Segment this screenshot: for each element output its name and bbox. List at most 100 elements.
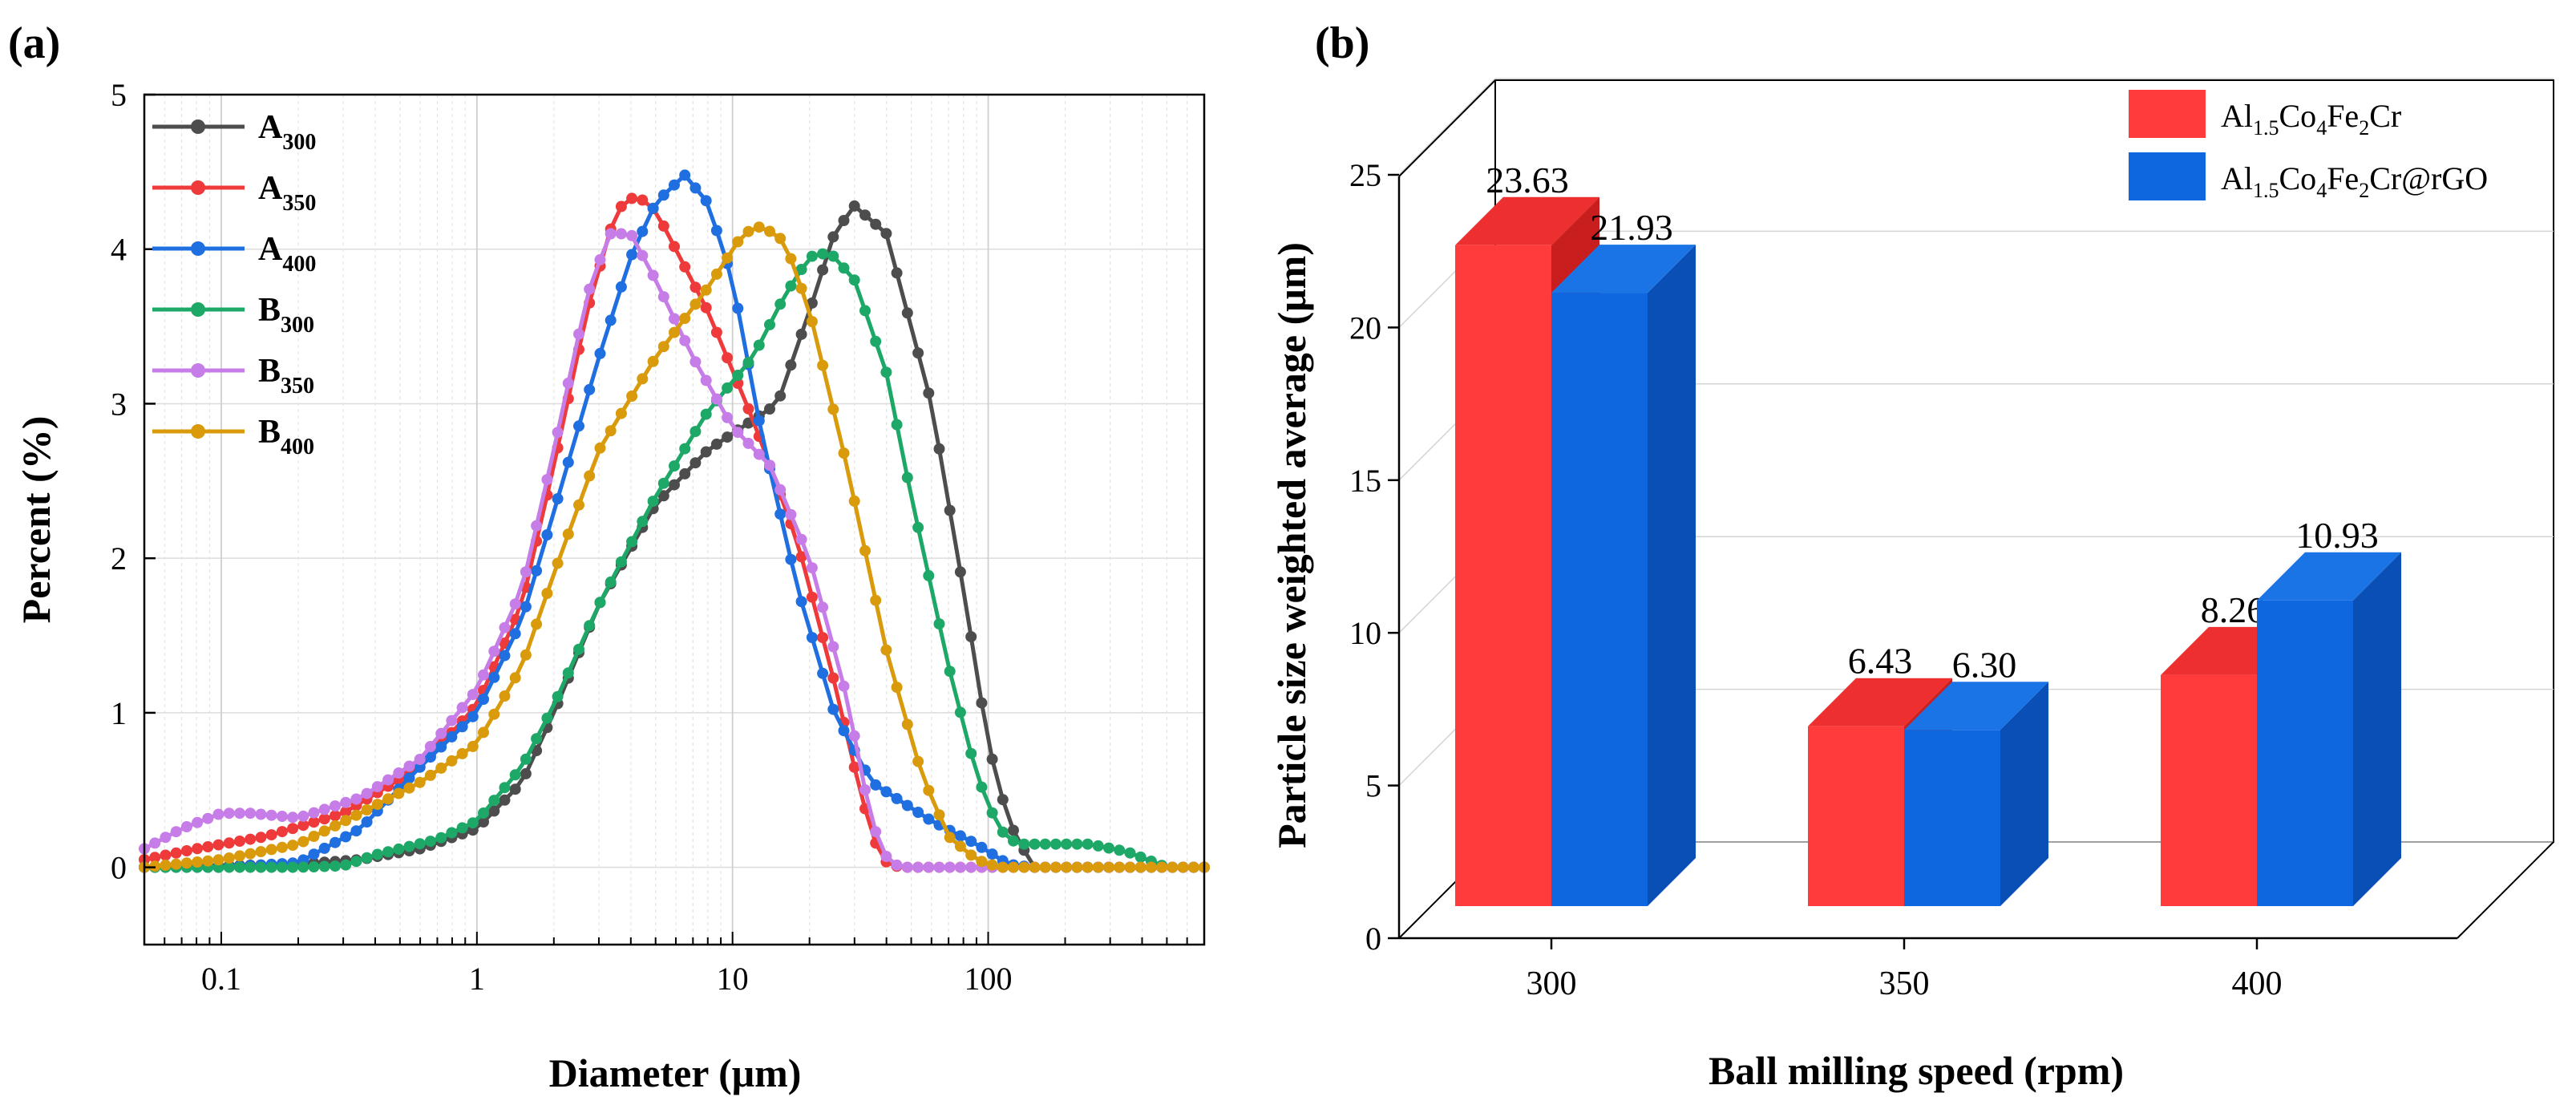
series-point-A300 <box>520 767 532 779</box>
series-point-B300 <box>424 836 436 848</box>
series-point-A300 <box>923 387 935 399</box>
y-tick-label: 0 <box>1365 921 1381 957</box>
series-point-B400 <box>594 442 606 454</box>
series-point-B300 <box>838 262 850 274</box>
series-point-B300 <box>403 840 415 852</box>
series-point-A400 <box>626 249 638 261</box>
series-point-B400 <box>202 855 214 867</box>
legend-item-A350: A350 <box>152 170 316 216</box>
series-point-B400 <box>446 755 458 767</box>
series-point-B350 <box>912 861 924 873</box>
series-point-B300 <box>467 817 479 829</box>
series-point-A400 <box>891 792 903 804</box>
series-point-A400 <box>965 836 977 848</box>
series-point-B350 <box>647 269 659 281</box>
series-point-B400 <box>827 403 839 415</box>
series-point-B400 <box>1039 861 1051 873</box>
series-point-B300 <box>1082 838 1094 850</box>
series-point-B400 <box>562 528 574 540</box>
series-point-A300 <box>944 504 956 516</box>
series-point-B300 <box>795 264 807 275</box>
series-point-B400 <box>669 326 680 338</box>
series-point-B400 <box>626 391 638 402</box>
series-point-B350 <box>637 249 649 261</box>
series-point-B300 <box>245 861 257 873</box>
series-point-B400 <box>637 373 649 385</box>
series-point-B400 <box>488 708 500 720</box>
series-point-A400 <box>340 831 352 843</box>
series-point-B300 <box>944 666 956 678</box>
series-point-B300 <box>657 477 669 489</box>
legend-marker <box>191 241 205 256</box>
bar-side <box>1648 245 1696 906</box>
series-point-A350 <box>255 832 267 844</box>
series-point-B350 <box>424 741 436 752</box>
series-point-B400 <box>657 341 669 353</box>
series-point-A400 <box>657 189 669 201</box>
series-point-B400 <box>1103 861 1114 873</box>
series-point-B300 <box>330 860 341 872</box>
series-point-B400 <box>552 557 564 569</box>
series-point-B300 <box>689 426 702 438</box>
series-point-A350 <box>149 852 161 864</box>
series-point-B300 <box>806 250 818 262</box>
panel-b-y-label: Particle size weighted average (μm) <box>1269 242 1314 848</box>
series-line-B300 <box>144 252 1204 870</box>
series-point-B400 <box>499 690 511 702</box>
series-point-B300 <box>637 516 649 528</box>
series-point-B350 <box>297 810 309 822</box>
series-point-B350 <box>149 837 161 849</box>
series-point-B300 <box>308 861 320 872</box>
series-point-B300 <box>1039 838 1051 850</box>
series-point-B300 <box>753 339 765 351</box>
y-tick-label: 25 <box>1349 157 1381 193</box>
series-point-A350 <box>806 591 818 603</box>
series-point-B350 <box>795 533 807 545</box>
x-tick-label: 100 <box>964 961 1013 997</box>
series-point-B300 <box>817 248 829 260</box>
series-point-B350 <box>223 807 235 820</box>
series-point-A350 <box>170 847 182 859</box>
series-point-B400 <box>901 718 913 731</box>
series-point-B400 <box>753 221 765 233</box>
series-point-B400 <box>456 747 468 759</box>
series-point-A300 <box>986 753 998 765</box>
legend-swatch-red <box>2129 90 2206 138</box>
series-point-B400 <box>710 268 722 280</box>
series-point-B350 <box>499 621 511 633</box>
series-point-B300 <box>997 826 1009 838</box>
series-B400 <box>139 221 1210 873</box>
series-point-A400 <box>435 741 447 753</box>
series-point-B400 <box>1092 861 1104 873</box>
series-point-A400 <box>456 721 468 733</box>
series-point-B300 <box>414 838 426 850</box>
series-point-B400 <box>891 682 903 694</box>
series-point-A400 <box>827 703 839 715</box>
series-point-B300 <box>923 569 935 581</box>
series-point-A400 <box>541 529 553 540</box>
series-point-A350 <box>669 241 680 253</box>
series-point-B400 <box>880 644 892 656</box>
y-tick-label: 10 <box>1349 615 1381 651</box>
legend-label-blue: Al1.5Co4Fe2Cr@rGO <box>2221 160 2488 202</box>
series-point-B300 <box>287 861 299 873</box>
series-point-B400 <box>976 856 988 868</box>
series-point-B400 <box>276 841 288 853</box>
side-grid-line <box>1398 78 1496 176</box>
bar-front <box>2161 674 2257 906</box>
series-point-B300 <box>488 795 500 807</box>
series-point-A300 <box>859 209 871 221</box>
series-point-B300 <box>1071 838 1083 850</box>
series-point-B400 <box>212 854 224 866</box>
series-point-B400 <box>318 825 330 837</box>
series-point-A400 <box>806 632 818 643</box>
series-point-B400 <box>297 836 309 848</box>
series-point-B400 <box>848 495 860 507</box>
series-point-A300 <box>795 328 807 340</box>
legend-label-A300: A300 <box>258 109 316 155</box>
series-point-A350 <box>265 829 277 841</box>
series-point-B350 <box>944 861 956 873</box>
series-point-A300 <box>499 794 511 806</box>
series-point-B400 <box>223 852 235 864</box>
